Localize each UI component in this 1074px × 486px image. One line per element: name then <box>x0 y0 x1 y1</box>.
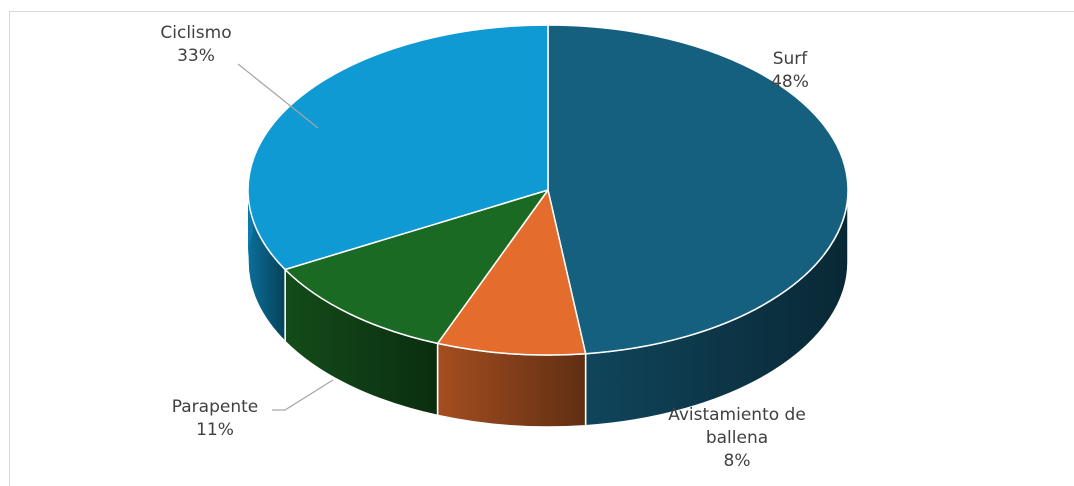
pie-top <box>247 24 849 356</box>
pie-slice-parapente <box>284 189 549 345</box>
pie-slice-avistamiento-de-ballena <box>436 189 587 356</box>
leader-line-ciclismo <box>237 63 319 129</box>
data-label-category-parapente: Parapente <box>172 397 258 417</box>
pie-side-avistamiento-de-ballena <box>436 342 587 428</box>
data-label-category-avistamiento-de-ballena: Avistamiento de <box>668 405 806 425</box>
leader-lines <box>237 63 334 411</box>
data-label-value-ciclismo: 33% <box>177 46 215 66</box>
data-label-category-avistamiento-de-ballena: ballena <box>706 428 768 448</box>
leader-line-parapente <box>272 379 334 411</box>
data-label-value-surf: 48% <box>771 72 809 92</box>
pie-sides <box>247 160 849 428</box>
data-labels: Surf 48% Avistamiento de ballena 8% Parapente… <box>160 23 809 471</box>
chart-area <box>9 11 1074 486</box>
data-label-category-ciclismo: Ciclismo <box>160 23 231 43</box>
pie-slice-surf <box>547 24 849 355</box>
data-label-category-surf: Surf <box>773 49 809 69</box>
data-label-value-parapente: 11% <box>196 420 234 440</box>
data-label-value-avistamiento-de-ballena: 8% <box>724 451 751 471</box>
